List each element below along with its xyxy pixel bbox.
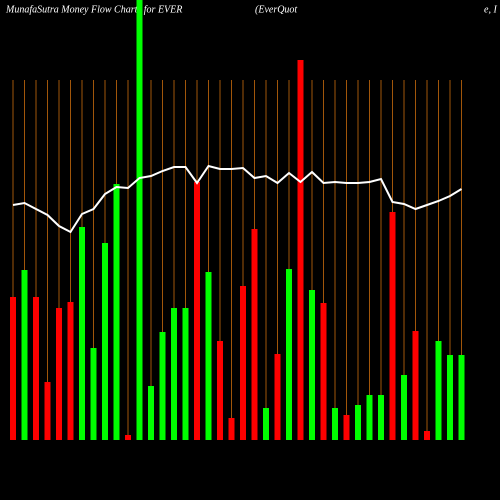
bar	[113, 184, 120, 440]
money-flow-line	[12, 164, 463, 234]
chart-title: MunafaSutra Money Flow Charts for EVER	[5, 4, 182, 15]
bar	[251, 229, 258, 440]
bar	[44, 382, 51, 440]
bar	[56, 308, 62, 440]
bar	[33, 297, 39, 440]
bar	[309, 290, 315, 440]
bar	[389, 212, 396, 440]
bar	[412, 331, 419, 440]
annotation: (EverQuot	[255, 4, 297, 15]
bar	[435, 341, 442, 440]
bar	[90, 348, 97, 440]
bar	[205, 272, 212, 440]
bar	[136, 0, 143, 440]
bar	[171, 308, 177, 440]
bar	[148, 386, 154, 440]
bar	[194, 182, 200, 440]
bar	[447, 355, 453, 440]
bar	[102, 243, 108, 440]
bar	[343, 415, 350, 440]
bar	[182, 308, 189, 440]
bar	[355, 405, 361, 440]
bar	[274, 354, 281, 440]
bar	[228, 418, 235, 440]
bar	[424, 431, 430, 440]
bar	[240, 286, 246, 440]
annotation: e, I	[484, 4, 497, 15]
bar	[217, 341, 223, 440]
bar	[366, 395, 373, 440]
bar	[332, 408, 338, 440]
bar	[378, 395, 384, 440]
bar	[263, 408, 269, 440]
bar	[286, 269, 292, 440]
bar	[159, 332, 166, 440]
bar	[21, 270, 28, 440]
bar	[297, 60, 304, 440]
bar	[10, 297, 16, 440]
bar	[125, 435, 131, 440]
bar	[401, 375, 407, 440]
bar	[79, 227, 85, 440]
bar	[458, 355, 465, 440]
bar	[320, 303, 327, 440]
bar	[67, 302, 74, 440]
